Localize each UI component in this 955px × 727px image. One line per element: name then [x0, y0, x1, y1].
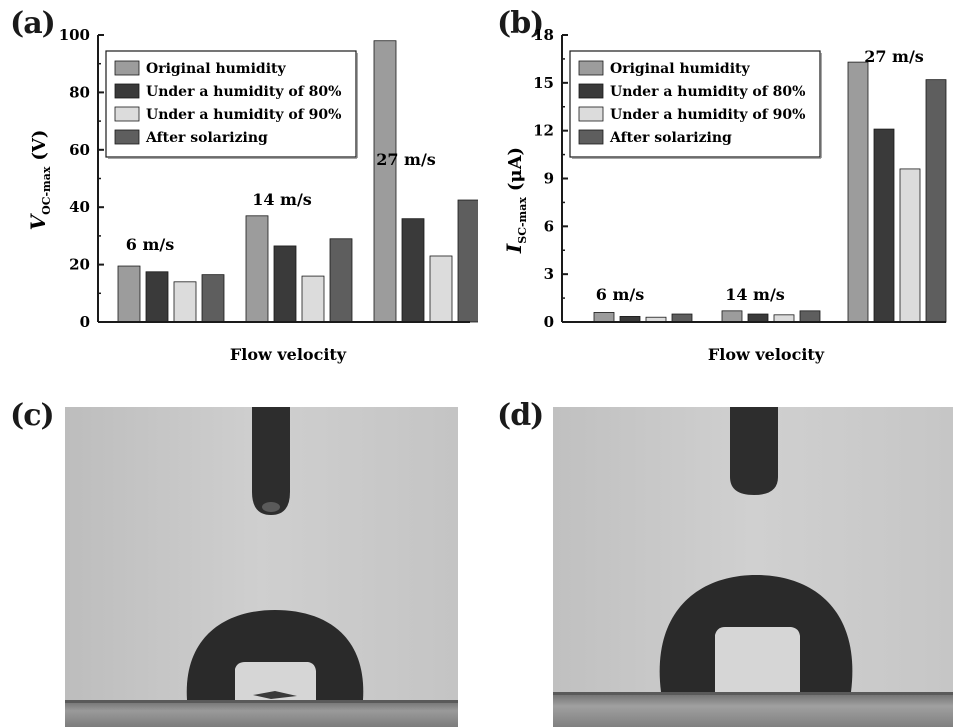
x-axis-label: Flow velocity	[230, 345, 347, 364]
category-label: 27 m/s	[376, 150, 436, 169]
y-axis-label-text: VOC-max (V)	[26, 130, 53, 231]
bar	[245, 215, 269, 323]
y-label-subscript: OC-max	[40, 166, 53, 215]
bar	[273, 245, 297, 323]
bar	[721, 310, 743, 323]
category-label: 14 m/s	[252, 190, 312, 209]
category-label: 27 m/s	[864, 47, 924, 66]
droplet-photo-c	[65, 407, 458, 727]
substrate	[65, 700, 458, 727]
y-tick-label: 40	[69, 198, 90, 216]
bar	[899, 168, 921, 323]
y-label-symbol: I	[502, 243, 526, 254]
substrate	[553, 692, 953, 727]
bar	[201, 274, 225, 323]
legend-swatch	[578, 106, 604, 122]
bar	[873, 128, 895, 323]
x-axis-label: Flow velocity	[708, 345, 825, 364]
legend-swatch	[578, 83, 604, 99]
bar	[329, 238, 353, 323]
legend-entry: Under a humidity of 90%	[146, 107, 341, 123]
y-axis-label: VOC-max (V)	[26, 130, 53, 231]
legend-entry: After solarizing	[609, 130, 732, 146]
panel-label-c: (c)	[10, 398, 55, 433]
chart-voc-max: 6 m/s 14 m/s 27 m/s 0 20 40 60 80 100 Flow veloci…	[26, 26, 478, 364]
legend-box	[569, 50, 821, 158]
y-tick-label: 0	[544, 313, 554, 331]
legend-entry: Under a humidity of 80%	[610, 84, 805, 100]
bar	[593, 312, 615, 323]
legend-entry: Under a humidity of 90%	[610, 107, 805, 123]
y-tick-label: 9	[544, 170, 554, 188]
bar	[747, 313, 769, 323]
panel-label-b: (b)	[497, 6, 544, 41]
legend-entry: Original humidity	[610, 61, 751, 77]
droplet-photo-d	[553, 407, 953, 727]
needle-icon	[730, 407, 778, 495]
legend-swatch	[578, 129, 604, 145]
legend-swatch	[114, 60, 140, 76]
legend-entry: Original humidity	[146, 61, 287, 77]
y-tick-label: 0	[80, 313, 90, 331]
y-tick-label: 6	[544, 217, 554, 235]
bar	[117, 265, 141, 323]
y-tick-label: 3	[544, 265, 554, 283]
category-label: 14 m/s	[725, 285, 785, 304]
legend-swatch	[578, 60, 604, 76]
bar	[373, 40, 397, 323]
bar	[671, 313, 693, 323]
bar	[173, 281, 197, 323]
y-tick-label: 18	[533, 26, 554, 44]
bar	[847, 61, 869, 323]
y-axis-label-text: ISC-max (μA)	[502, 147, 529, 254]
bar	[301, 275, 325, 323]
legend-swatch	[114, 83, 140, 99]
y-tick-label: 60	[69, 141, 90, 159]
y-label-unit: (μA)	[505, 147, 526, 191]
water-droplet	[186, 610, 364, 700]
panel-label-a: (a)	[10, 6, 56, 41]
legend-swatch	[114, 106, 140, 122]
bar	[925, 79, 947, 323]
chart-isc-max: 6 m/s 14 m/s 27 m/s 0 3 6 9 12 15 18 Flow velocity…	[502, 26, 947, 364]
y-tick-label: 100	[59, 26, 90, 44]
category-label: 6 m/s	[126, 235, 174, 254]
y-tick-label: 20	[69, 256, 90, 274]
y-tick-label: 15	[533, 74, 554, 92]
y-axis-label: ISC-max (μA)	[502, 147, 529, 254]
legend-entry: Under a humidity of 80%	[146, 84, 341, 100]
panel-label-d: (d)	[497, 398, 544, 433]
bar	[799, 310, 821, 323]
y-tick-label: 12	[533, 122, 554, 140]
legend-entry: After solarizing	[145, 130, 268, 146]
bar	[429, 255, 453, 323]
needle-icon	[252, 407, 290, 515]
bar	[401, 218, 425, 323]
category-label: 6 m/s	[596, 285, 644, 304]
bar	[773, 314, 795, 323]
legend-swatch	[114, 129, 140, 145]
y-label-symbol: V	[26, 212, 50, 230]
bar	[457, 199, 478, 323]
y-label-subscript: SC-max	[516, 197, 529, 244]
legend-box	[105, 50, 357, 158]
y-label-unit: (V)	[29, 130, 50, 161]
bar	[145, 271, 169, 323]
y-tick-label: 80	[69, 83, 90, 101]
